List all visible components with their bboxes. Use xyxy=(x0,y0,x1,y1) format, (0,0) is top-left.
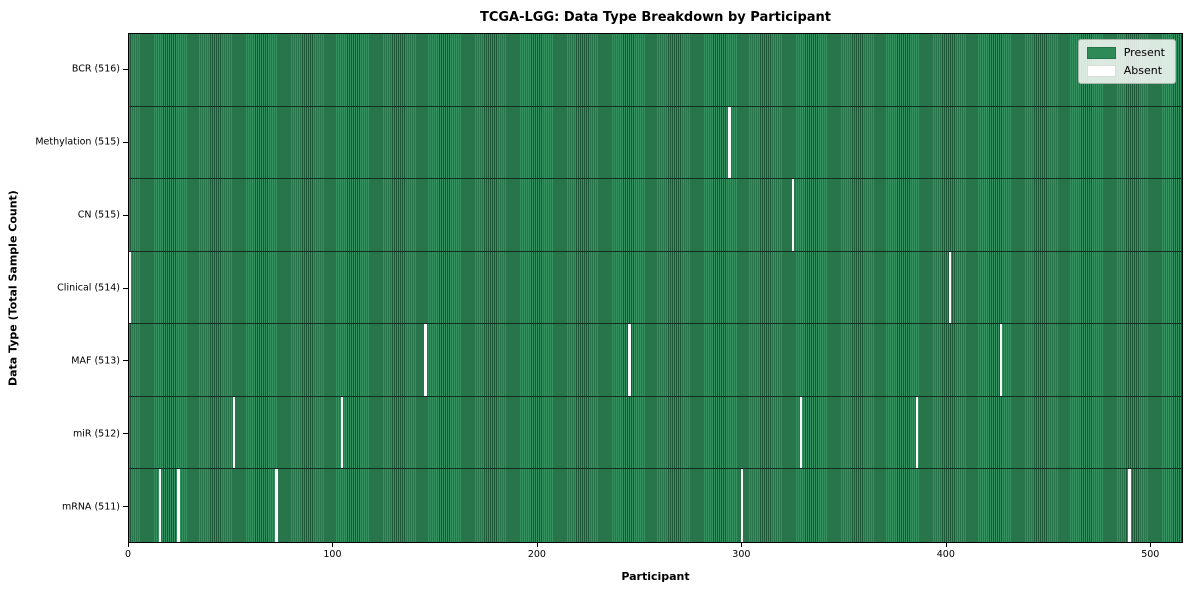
absent-gap-clinical-402 xyxy=(948,251,952,324)
heatmap-row-cn xyxy=(129,179,1182,252)
absent-gap-mir-104 xyxy=(340,396,343,469)
legend-entry-present: Present xyxy=(1086,46,1165,59)
legend-absent-swatch xyxy=(1086,64,1116,77)
y-tick-mark xyxy=(123,287,128,289)
absent-gap-cn-325 xyxy=(791,179,794,251)
y-tick-label-bcr: BCR (516) xyxy=(71,63,120,75)
heatmap-row-mrna xyxy=(129,469,1182,542)
x-tick-label-100: 100 xyxy=(323,549,342,560)
y-axis-tick-labels: BCR (516) Methylation (515) CN (515) Clinic… xyxy=(0,33,120,543)
absent-gap-methylation-294 xyxy=(728,106,731,179)
y-tick-label-methylation: Methylation (515) xyxy=(35,136,120,148)
x-tick-mark-400 xyxy=(945,543,947,547)
legend-absent-label: Absent xyxy=(1123,64,1163,77)
absent-gap-mrna-15 xyxy=(159,469,162,542)
x-tick-mark-500 xyxy=(1150,543,1152,547)
absent-gap-maf-245 xyxy=(628,324,631,396)
x-axis-ticks xyxy=(128,543,1183,548)
absent-gap-clinical-0 xyxy=(128,251,131,324)
y-tick-label-mir: miR (512) xyxy=(72,428,120,440)
y-tick-label-cn: CN (515) xyxy=(77,209,120,221)
x-tick-label-500: 500 xyxy=(1141,549,1160,560)
absent-gap-mrna-300 xyxy=(740,469,743,542)
y-axis-ticks xyxy=(123,33,128,543)
absent-gap-maf-145 xyxy=(424,324,427,396)
absent-gap-maf-427 xyxy=(999,324,1003,396)
x-tick-mark-300 xyxy=(741,543,743,547)
absent-gap-mrna-72 xyxy=(275,469,278,542)
heatmap-rows xyxy=(128,34,1182,542)
y-tick-mark xyxy=(123,68,128,70)
y-tick-label-clinical: Clinical (514) xyxy=(57,282,120,294)
y-tick-mark xyxy=(123,506,128,508)
legend-present-label: Present xyxy=(1123,46,1165,59)
x-tick-mark-0 xyxy=(128,543,129,547)
legend-entry-absent: Absent xyxy=(1086,64,1165,77)
y-tick-label-mrna: mRNA (511) xyxy=(61,501,120,513)
y-tick-label-maf: MAF (513) xyxy=(71,355,120,367)
heatmap-row-mir xyxy=(129,396,1182,470)
x-tick-label-400: 400 xyxy=(936,549,955,560)
x-tick-label-300: 300 xyxy=(732,549,751,560)
legend: Present Absent xyxy=(1077,39,1176,84)
absent-gap-mir-51 xyxy=(232,396,235,469)
x-tick-label-0: 0 xyxy=(124,549,132,560)
chart-title: TCGA-LGG: Data Type Breakdown by Partici… xyxy=(479,10,832,25)
legend-present-swatch xyxy=(1086,46,1116,59)
absent-gap-mir-329 xyxy=(799,396,803,469)
absent-gap-mrna-490 xyxy=(1128,469,1131,542)
plot-area: Present Absent xyxy=(128,33,1183,543)
absent-gap-mrna-24 xyxy=(177,469,180,542)
heatmap-row-methylation xyxy=(129,106,1182,180)
x-axis-title: Participant xyxy=(621,570,690,583)
y-tick-mark xyxy=(123,214,128,216)
heatmap-row-bcr xyxy=(129,34,1182,107)
x-tick-mark-200 xyxy=(536,543,538,547)
heatmap-row-clinical xyxy=(128,251,1182,325)
x-tick-mark-100 xyxy=(332,543,334,547)
y-tick-mark xyxy=(123,360,128,362)
heatmap-row-maf xyxy=(129,324,1182,397)
absent-gap-mir-386 xyxy=(916,396,919,469)
x-axis-tick-labels: 0 100 200 300 400 500 xyxy=(124,549,1183,563)
y-tick-mark xyxy=(123,141,128,143)
y-tick-mark xyxy=(123,433,128,435)
x-tick-label-200: 200 xyxy=(527,549,546,560)
